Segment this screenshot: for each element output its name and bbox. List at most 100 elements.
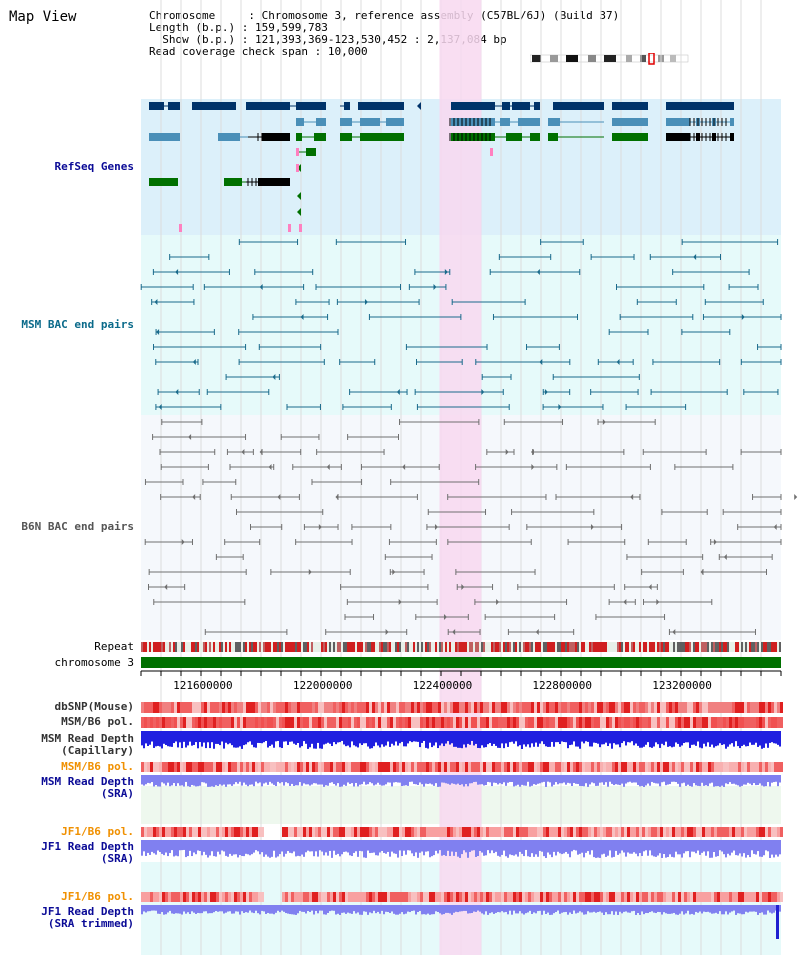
polymorphism-cell [621,827,624,837]
read-depth-bar [615,905,617,912]
read-depth-bar [709,905,711,913]
read-depth-bar [639,731,641,748]
gene-exon [730,118,734,126]
polymorphism-cell [195,762,198,772]
read-depth-bar [513,840,515,856]
track-label-chromosome[interactable]: chromosome 3 [54,656,134,669]
polymorphism-cell [534,827,537,837]
read-depth-bar [583,905,585,915]
polymorphism-cell [672,892,675,902]
polymorphism-cell [696,702,699,713]
track-label-jf1-pol-2[interactable]: JF1/B6 pol. [61,890,134,903]
polymorphism-cell [243,702,246,713]
read-depth-bar [385,731,387,746]
track-label-msm-depth-capillary[interactable]: MSM Read Depth (Capillary) [41,733,134,757]
read-depth-bar [637,775,639,785]
repeat-block [615,642,617,652]
read-depth-bar [173,840,175,857]
read-depth-bar [241,840,243,856]
read-depth-bar [147,905,149,912]
track-label-msm-depth-sra[interactable]: MSM Read Depth (SRA) [41,776,134,800]
polymorphism-cell [354,717,357,728]
polymorphism-cell [561,702,564,713]
read-depth-bar [303,775,305,784]
polymorphism-cell [603,892,606,902]
read-depth-bar [315,905,317,911]
track-label-jf1-depth-sra[interactable]: JF1 Read Depth (SRA) [41,841,134,865]
polymorphism-cell [348,892,351,902]
read-depth-bar [351,775,353,784]
polymorphism-cell [243,892,246,902]
polymorphism-cell [597,827,600,837]
read-depth-bar [601,840,603,855]
polymorphism-cell [531,717,534,728]
read-depth-bar [521,840,523,854]
track-label-msm-pol-2[interactable]: MSM/B6 pol. [61,760,134,773]
repeat-block [201,642,203,652]
repeat-block [159,642,161,652]
repeat-block [181,642,183,652]
read-depth-bar [549,775,551,783]
read-depth-bar [213,731,215,749]
repeat-block [267,642,269,652]
repeat-block [175,642,177,652]
track-label-b6n-bac[interactable]: B6N BAC end pairs [21,520,134,533]
polymorphism-cell [414,717,417,728]
polymorphism-cell [759,762,762,772]
read-depth-bar [533,731,535,747]
read-depth-bar [453,731,455,747]
read-depth-bar [425,731,427,748]
read-depth-bar [383,731,385,747]
track-label-jf1-pol-1[interactable]: JF1/B6 pol. [61,825,134,838]
read-depth-bar [175,731,177,742]
read-depth-bar [373,905,375,911]
read-depth-bar [487,905,489,915]
polymorphism-cell [675,762,678,772]
read-depth-bar [697,775,699,786]
read-depth-bar [573,840,575,850]
polymorphism-cell [591,762,594,772]
read-depth-bar [673,840,675,858]
polymorphism-cell [240,827,243,837]
read-depth-bar [391,840,393,852]
polymorphism-cell [444,827,447,837]
length-value: 159,599,783 [254,21,328,34]
read-depth-bar [311,840,313,852]
polymorphism-cell [384,827,387,837]
read-depth-bar [379,840,381,853]
polymorphism-cell [633,717,636,728]
repeat-block [215,642,217,652]
read-depth-bar [287,731,289,745]
track-label-refseq[interactable]: RefSeq Genes [54,160,134,173]
read-depth-bar [621,775,623,784]
track-label-msm-pol-1[interactable]: MSM/B6 pol. [61,715,134,728]
polymorphism-cell [318,702,321,713]
polymorphism-cell [192,827,195,837]
read-depth-bar [217,840,219,852]
read-depth-bar [541,905,543,915]
read-depth-bar [605,840,607,857]
polymorphism-cell [474,892,477,902]
read-depth-bar [409,905,411,913]
read-depth-bar [485,731,487,748]
read-depth-bar [767,775,769,783]
strand-arrow [385,629,389,635]
read-depth-bar [669,731,671,747]
polymorphism-cell [198,717,201,728]
track-label-dbsnp[interactable]: dbSNP(Mouse) [54,700,134,713]
polymorphism-cell [522,892,525,902]
polymorphism-cell [423,717,426,728]
read-depth-bar [357,731,359,748]
strand-arrow [434,524,438,530]
track-label-jf1-depth-trimmed[interactable]: JF1 Read Depth (SRA trimmed) [41,906,134,930]
read-depth-bar [687,775,689,785]
polymorphism-cell [549,717,552,728]
polymorphism-cell [195,717,198,728]
track-label-msm-bac[interactable]: MSM BAC end pairs [21,318,134,331]
read-depth-bar [655,905,657,914]
read-depth-bar [687,731,689,743]
read-depth-bar [567,905,569,915]
track-label-repeat[interactable]: Repeat [94,640,134,653]
repeat-block [285,642,287,652]
